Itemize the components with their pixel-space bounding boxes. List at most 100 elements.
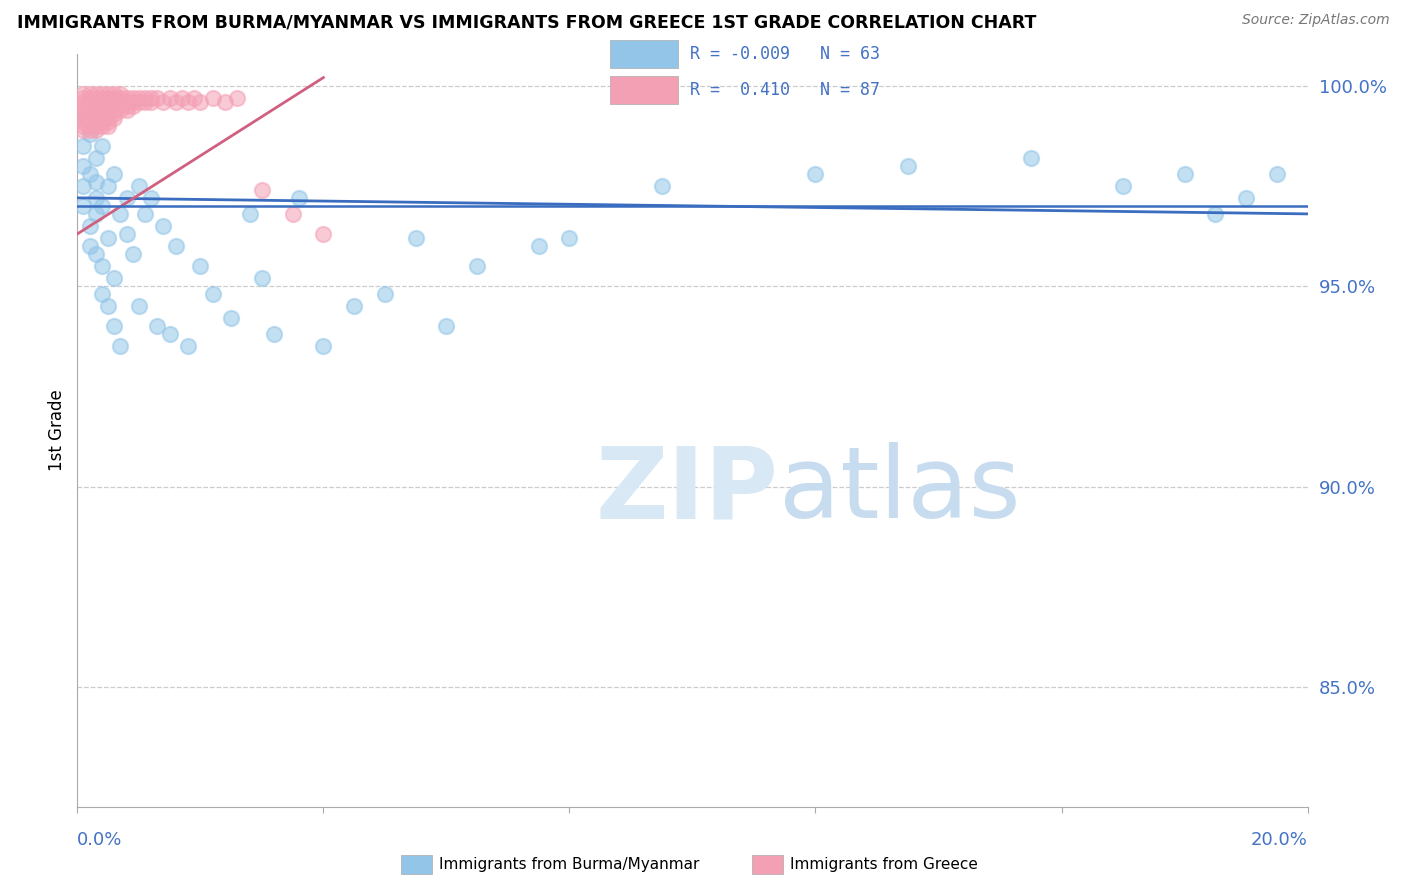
Point xyxy=(201,287,224,301)
Point xyxy=(97,103,120,117)
Point xyxy=(115,103,138,117)
Point xyxy=(201,90,224,104)
Point xyxy=(1174,167,1197,181)
Point xyxy=(79,106,101,120)
Point xyxy=(110,95,132,109)
Point xyxy=(103,98,125,112)
Point xyxy=(79,98,101,112)
Point xyxy=(110,207,132,221)
Point xyxy=(72,98,94,112)
Point xyxy=(804,167,827,181)
Point xyxy=(281,207,304,221)
Point xyxy=(110,339,132,353)
Point xyxy=(170,90,193,104)
Point xyxy=(72,95,94,109)
Point xyxy=(110,103,132,117)
Point xyxy=(146,90,169,104)
Text: Immigrants from Greece: Immigrants from Greece xyxy=(790,857,979,871)
Point xyxy=(72,111,94,125)
Point xyxy=(183,90,205,104)
Point xyxy=(84,111,107,125)
Point xyxy=(1112,178,1135,193)
Y-axis label: 1st Grade: 1st Grade xyxy=(48,390,66,471)
Point xyxy=(72,138,94,153)
Point xyxy=(72,111,94,125)
Point xyxy=(115,95,138,109)
Point xyxy=(84,106,107,120)
Point xyxy=(121,95,143,109)
Point xyxy=(152,95,174,109)
Point xyxy=(1204,207,1226,221)
Point xyxy=(72,114,94,128)
Point xyxy=(79,114,101,128)
Point xyxy=(103,106,125,120)
Point xyxy=(651,178,673,193)
Point xyxy=(121,90,143,104)
Point xyxy=(97,98,120,112)
Point xyxy=(72,122,94,136)
Point xyxy=(1265,167,1288,181)
Point xyxy=(165,95,187,109)
Point xyxy=(79,95,101,109)
Point xyxy=(84,119,107,133)
Point xyxy=(97,90,120,104)
Point xyxy=(97,178,120,193)
Point xyxy=(79,127,101,141)
Point xyxy=(152,219,174,233)
Point xyxy=(128,90,150,104)
Point xyxy=(188,259,212,273)
Point xyxy=(79,119,101,133)
Point xyxy=(97,111,120,125)
Point xyxy=(312,227,335,241)
Point xyxy=(84,122,107,136)
Point xyxy=(90,95,114,109)
Point xyxy=(97,87,120,101)
Point xyxy=(141,95,163,109)
Point xyxy=(90,114,114,128)
Point xyxy=(84,114,107,128)
Point xyxy=(84,98,107,112)
Text: Source: ZipAtlas.com: Source: ZipAtlas.com xyxy=(1241,13,1389,28)
Point xyxy=(97,106,120,120)
Text: R =  0.410   N = 87: R = 0.410 N = 87 xyxy=(690,81,880,99)
Point xyxy=(79,87,101,101)
Point xyxy=(103,95,125,109)
Point xyxy=(84,90,107,104)
Point xyxy=(79,90,101,104)
Point xyxy=(84,247,107,261)
Point xyxy=(343,299,366,313)
Point xyxy=(72,90,94,104)
Point xyxy=(84,95,107,109)
Point xyxy=(177,95,200,109)
Point xyxy=(103,319,125,334)
FancyBboxPatch shape xyxy=(610,76,678,103)
Point xyxy=(90,259,114,273)
Point xyxy=(72,87,94,101)
Point xyxy=(90,119,114,133)
Point xyxy=(263,327,285,342)
Text: atlas: atlas xyxy=(779,442,1021,539)
Point xyxy=(1019,151,1042,165)
Point xyxy=(374,287,396,301)
Point xyxy=(90,106,114,120)
Point xyxy=(141,90,163,104)
Text: IMMIGRANTS FROM BURMA/MYANMAR VS IMMIGRANTS FROM GREECE 1ST GRADE CORRELATION CH: IMMIGRANTS FROM BURMA/MYANMAR VS IMMIGRA… xyxy=(17,13,1036,31)
Point xyxy=(79,122,101,136)
Point xyxy=(72,103,94,117)
Point xyxy=(110,87,132,101)
Point xyxy=(90,90,114,104)
Point xyxy=(72,159,94,173)
Point xyxy=(90,103,114,117)
Point xyxy=(84,151,107,165)
Point xyxy=(79,239,101,253)
Point xyxy=(97,114,120,128)
Point xyxy=(110,98,132,112)
Point xyxy=(146,319,169,334)
Point xyxy=(214,95,236,109)
Point xyxy=(97,231,120,245)
Point xyxy=(84,103,107,117)
Point xyxy=(1234,191,1257,205)
Point xyxy=(103,271,125,285)
Point xyxy=(128,178,150,193)
Point xyxy=(239,207,262,221)
